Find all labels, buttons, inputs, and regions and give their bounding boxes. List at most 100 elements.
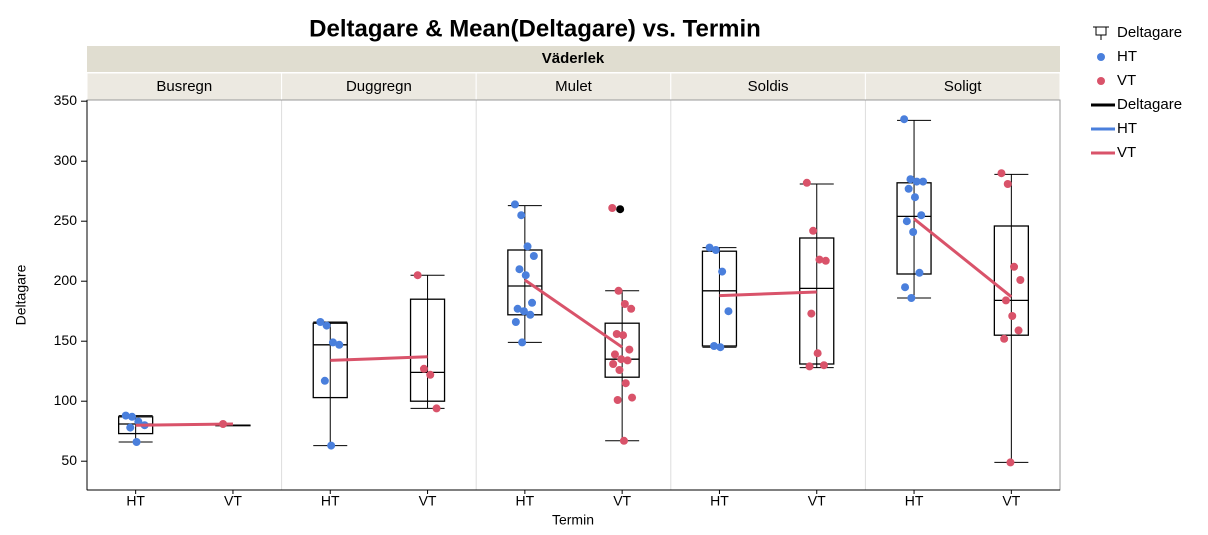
legend-label: HT — [1117, 48, 1137, 65]
point — [997, 169, 1006, 178]
point — [132, 438, 141, 446]
point — [608, 204, 617, 212]
point — [327, 441, 336, 450]
point — [517, 211, 526, 220]
point — [335, 340, 344, 349]
box — [409, 298, 446, 402]
point — [413, 271, 422, 280]
legend-label: Deltagare — [1117, 24, 1182, 41]
point — [716, 343, 725, 352]
point — [912, 177, 921, 186]
point — [628, 393, 637, 402]
point — [511, 318, 520, 326]
x-tick-label: HT — [126, 493, 145, 509]
y-tick-label: 50 — [61, 452, 77, 468]
point — [128, 412, 137, 421]
point — [1014, 326, 1023, 335]
point — [134, 417, 143, 426]
point — [901, 283, 910, 292]
point — [432, 404, 441, 413]
point — [515, 265, 524, 274]
x-axis-label: Termin — [552, 512, 594, 528]
point — [917, 211, 926, 220]
y-tick-label: 200 — [54, 272, 78, 288]
legend-icon — [1097, 53, 1105, 61]
facet-header — [87, 46, 1060, 72]
point — [802, 178, 811, 187]
x-tick-label: HT — [321, 493, 340, 509]
point — [528, 298, 537, 307]
point — [902, 217, 911, 226]
x-tick-label: HT — [710, 493, 729, 509]
point — [819, 361, 828, 370]
point — [526, 310, 535, 319]
panel-header — [864, 72, 1061, 101]
facet-title: Väderlek — [542, 50, 605, 67]
point — [513, 304, 522, 313]
point — [521, 271, 530, 280]
point — [510, 200, 519, 209]
point — [718, 267, 727, 276]
point — [915, 268, 924, 277]
point — [813, 349, 822, 358]
x-tick-label: HT — [905, 493, 924, 509]
chart-title: Deltagare & Mean(Deltagare) vs. Termin — [309, 15, 761, 42]
y-tick-label: 250 — [54, 212, 78, 228]
x-tick-label: VT — [224, 493, 242, 509]
legend-label: VT — [1117, 72, 1136, 89]
point — [619, 436, 628, 445]
legend-label: VT — [1117, 144, 1136, 161]
y-tick-label: 100 — [54, 392, 78, 408]
point — [711, 246, 720, 254]
panel-header — [670, 72, 866, 101]
point — [900, 115, 909, 124]
point — [322, 321, 331, 330]
point — [705, 243, 714, 252]
point — [609, 360, 618, 368]
point — [627, 304, 636, 313]
panel-label: Busregn — [156, 78, 212, 95]
x-tick-label: VT — [613, 493, 631, 509]
point — [615, 366, 624, 374]
mean-line — [330, 355, 428, 362]
point — [621, 379, 630, 388]
x-tick-label: VT — [1002, 493, 1020, 509]
point — [320, 376, 329, 385]
point — [619, 331, 628, 340]
point — [617, 355, 626, 364]
point — [1008, 312, 1017, 320]
x-tick-label: VT — [419, 493, 437, 509]
point — [419, 364, 428, 373]
point — [1010, 262, 1019, 271]
y-axis-label: Deltagare — [13, 264, 29, 325]
y-tick-label: 300 — [54, 152, 78, 168]
point — [807, 309, 816, 318]
box — [799, 237, 835, 365]
point — [805, 362, 814, 371]
legend-icon — [1097, 77, 1105, 85]
x-tick-label: VT — [808, 493, 826, 509]
mean-line — [523, 278, 624, 349]
legend-label: HT — [1117, 120, 1137, 137]
outlier — [616, 205, 625, 214]
point — [906, 175, 915, 184]
point — [1001, 296, 1010, 305]
point — [909, 228, 918, 236]
point — [821, 256, 830, 265]
box — [604, 322, 640, 378]
point — [919, 177, 928, 186]
point — [523, 242, 532, 251]
point — [1006, 458, 1015, 467]
mean-line — [135, 422, 233, 427]
mean-line — [719, 290, 817, 298]
point — [724, 307, 733, 316]
panel-label: Mulet — [555, 78, 593, 95]
point — [904, 184, 913, 193]
point — [126, 423, 135, 432]
point — [1000, 334, 1009, 343]
panel-label: Soligt — [944, 78, 982, 95]
legend-label: Deltagare — [1117, 96, 1182, 113]
point — [907, 294, 916, 302]
point — [710, 342, 719, 350]
